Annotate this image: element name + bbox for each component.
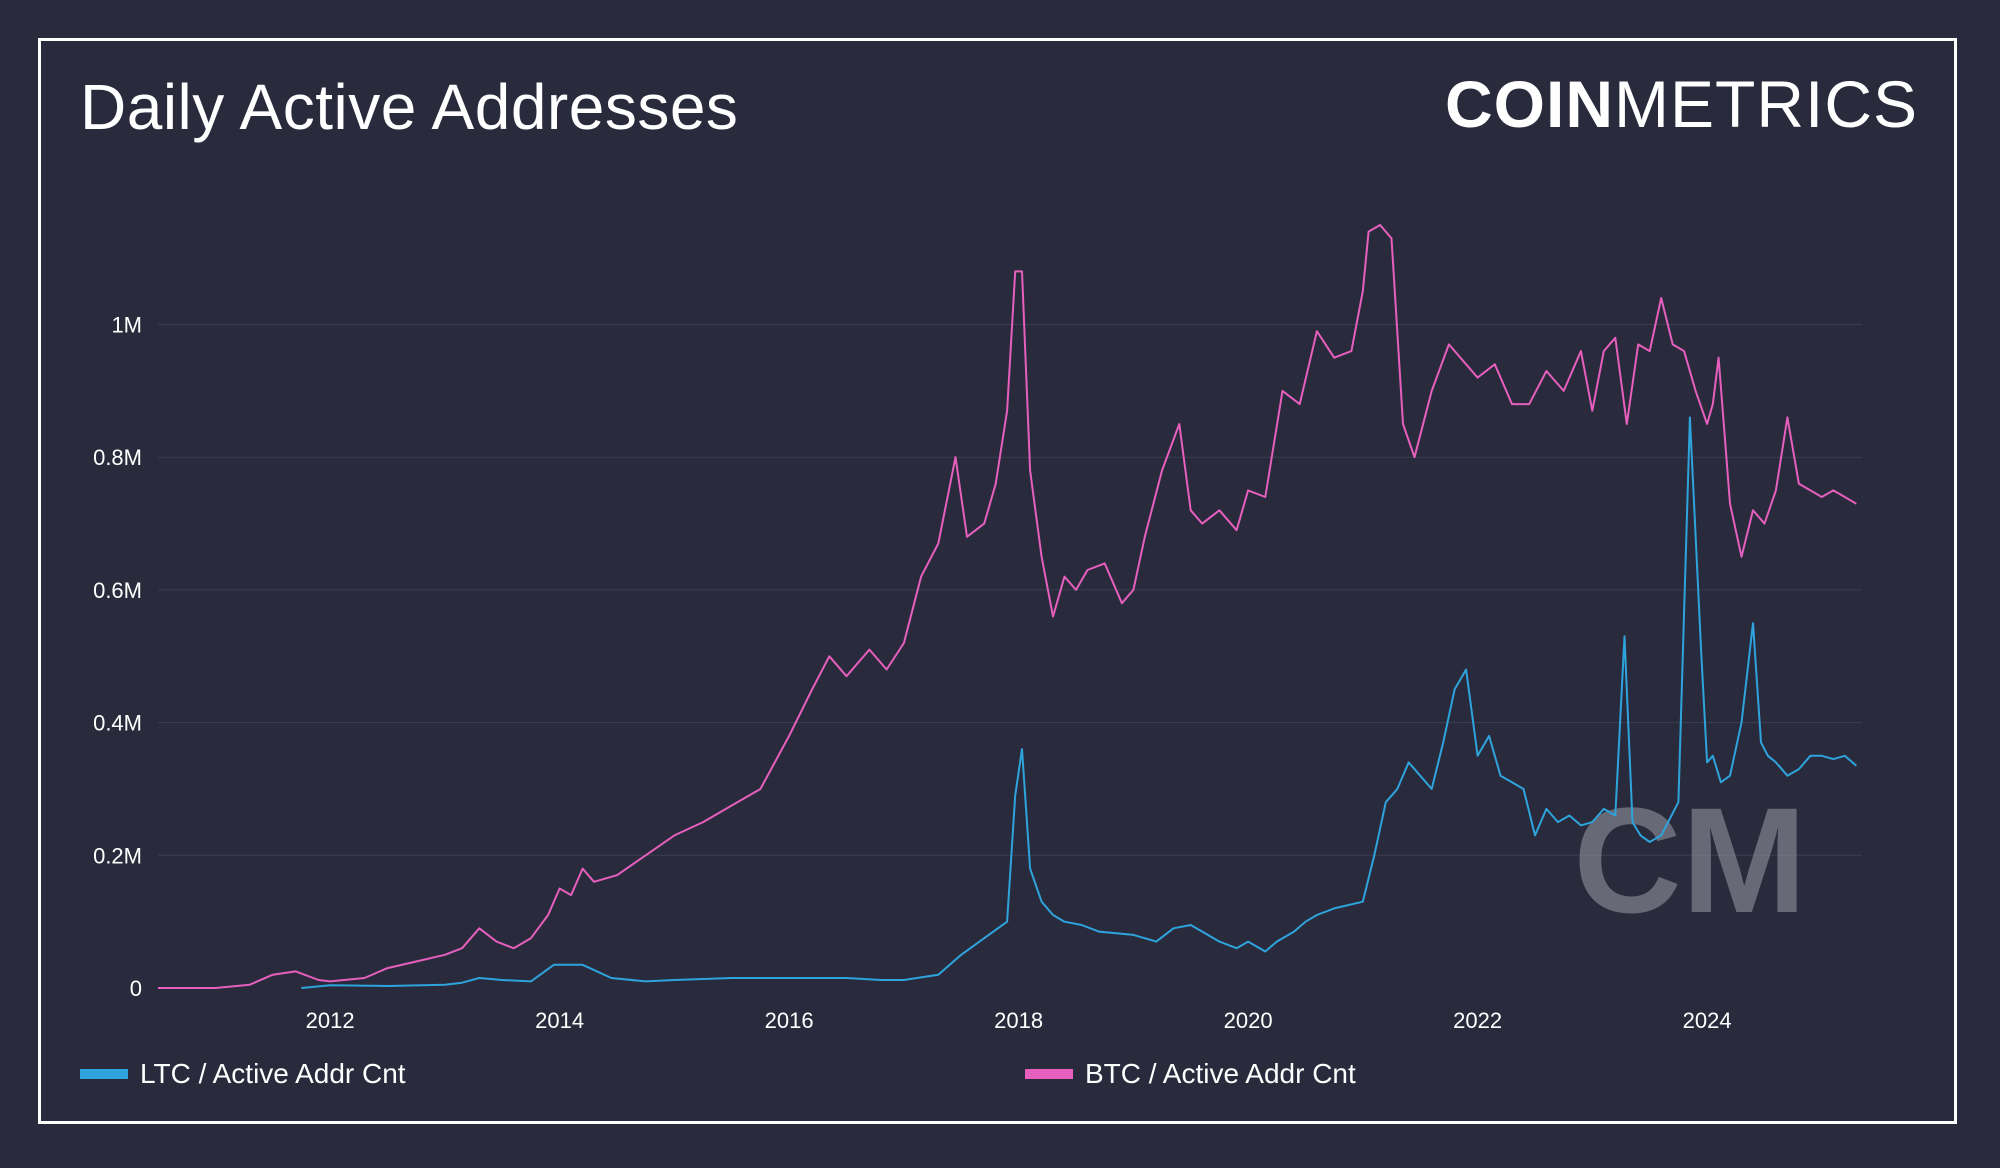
series-line-btc[interactable] [158, 224, 1857, 989]
x-tick-label: 2018 [994, 1008, 1043, 1033]
y-tick-label: 0.2M [93, 843, 142, 868]
series-line-ltc[interactable] [301, 416, 1857, 989]
cm-watermark: CM [1573, 776, 1806, 944]
logo-light-text: METRICS [1614, 67, 1918, 141]
y-axis-ticks: 0 0.2M 0.4M 0.6M 0.8M 1M [93, 313, 142, 1001]
chart-frame [38, 38, 1957, 1124]
x-tick-label: 2012 [306, 1008, 355, 1033]
y-tick-label: 0.8M [93, 445, 142, 470]
watermark-text: CM [1573, 776, 1806, 944]
grid-lines [158, 324, 1862, 856]
coinmetrics-logo: COINMETRICS [1445, 66, 1918, 142]
series-lines [158, 224, 1857, 989]
x-axis-ticks: 2012 2014 2016 2018 2020 2022 2024 [306, 1008, 1732, 1033]
y-tick-label: 0.6M [93, 578, 142, 603]
logo-bold-text: COIN [1445, 67, 1614, 141]
x-tick-label: 2016 [765, 1008, 814, 1033]
page-title: Daily Active Addresses [80, 71, 739, 143]
y-tick-label: 0 [130, 976, 142, 1001]
x-tick-label: 2014 [535, 1008, 584, 1033]
y-tick-label: 0.4M [93, 711, 142, 736]
x-tick-label: 2024 [1683, 1008, 1732, 1033]
x-tick-label: 2022 [1453, 1008, 1502, 1033]
x-tick-label: 2020 [1224, 1008, 1273, 1033]
y-tick-label: 1M [111, 313, 142, 338]
